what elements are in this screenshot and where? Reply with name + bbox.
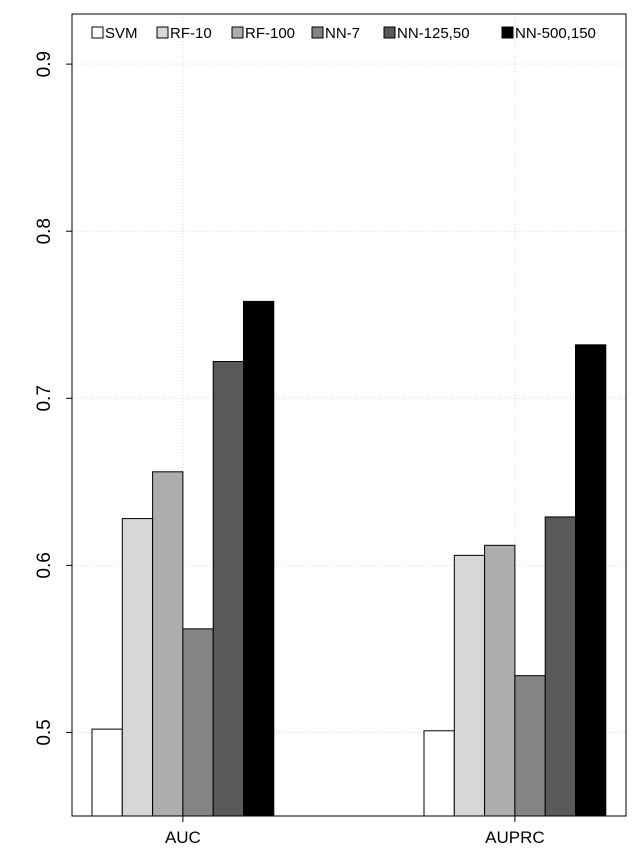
legend-swatch-4 [383, 26, 396, 39]
bar-auprc-4 [544, 516, 577, 817]
legend-label-1: RF-10 [170, 25, 212, 42]
bar-auprc-2 [484, 544, 516, 817]
legend-label-2: RF-100 [245, 25, 295, 42]
bar-auprc-5 [575, 344, 607, 817]
y-tick-label-3: 0.8 [34, 218, 55, 244]
y-tick-label-2: 0.7 [34, 385, 55, 411]
grid-lines [72, 14, 626, 816]
bar-auprc-1 [453, 554, 486, 817]
legend-swatch-2 [231, 26, 244, 39]
plot-frame [71, 13, 627, 817]
bar-auprc-3 [514, 675, 546, 817]
bar-auprc-0 [423, 730, 455, 817]
bar-auc-1 [121, 518, 154, 817]
bar-auc-0 [91, 728, 123, 817]
legend-swatch-3 [311, 26, 324, 39]
bars [91, 300, 607, 817]
y-tick-label-1: 0.6 [34, 552, 55, 578]
legend-swatch-0 [91, 26, 104, 39]
y-tick-label-4: 0.9 [34, 51, 55, 77]
legend-swatch-1 [156, 26, 169, 39]
y-axis: 0.5 0.6 0.7 0.8 0.9 [34, 51, 72, 746]
x-tick-label-auprc: AUPRC [485, 828, 545, 847]
bar-auc-4 [212, 361, 244, 817]
bar-auc-5 [243, 300, 275, 817]
x-axis: AUC AUPRC [165, 816, 545, 847]
bar-auc-3 [182, 628, 214, 817]
x-tick-label-auc: AUC [165, 828, 201, 847]
legend-label-5: NN-500,150 [515, 25, 596, 42]
y-tick-label-0: 0.5 [34, 719, 55, 745]
bar-auc-2 [152, 471, 184, 817]
legend-label-0: SVM [105, 25, 138, 42]
legend-label-4: NN-125,50 [397, 25, 470, 42]
legend-label-3: NN-7 [325, 25, 360, 42]
legend-swatch-5 [501, 26, 514, 39]
legend: SVM RF-10 RF-100 NN-7 NN-125,50 NN-500,150 [91, 25, 596, 42]
